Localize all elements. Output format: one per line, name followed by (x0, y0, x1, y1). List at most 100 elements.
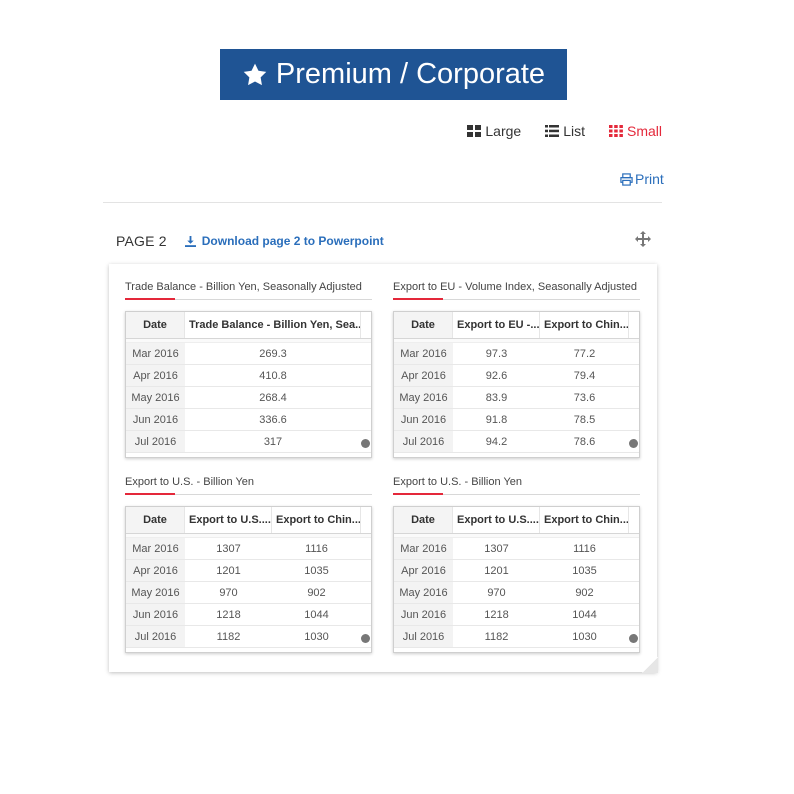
table-cell: 902 (575, 586, 594, 599)
print-button[interactable]: Print (620, 171, 664, 187)
view-list-button[interactable]: List (545, 123, 585, 139)
divider (103, 202, 662, 203)
scroll-handle[interactable] (361, 634, 370, 643)
table-cell: 73.6 (573, 391, 596, 404)
download-powerpoint-link[interactable]: Download page 2 to Powerpoint (184, 234, 384, 248)
table-row: Mar 2016 1307 1116 (126, 538, 371, 560)
table-row: Jun 2016 1218 1044 (126, 604, 371, 626)
table-cell: 1201 (484, 564, 509, 577)
column-header[interactable]: Export to Chin... (272, 507, 361, 533)
scroll-handle[interactable] (361, 439, 370, 448)
view-large-button[interactable]: Large (467, 123, 521, 139)
table-cell-date: May 2016 (394, 387, 453, 408)
view-small-button[interactable]: Small (608, 123, 662, 139)
widget-trade-balance: Trade Balance - Billion Yen, Seasonally … (125, 281, 372, 458)
table-header: Date Export to U.S.... Export to Chin... (394, 507, 639, 534)
table-header: Date Trade Balance - Billion Yen, Sea... (126, 312, 371, 339)
column-header[interactable]: Trade Balance - Billion Yen, Sea... (185, 312, 361, 338)
table-cell-date: Mar 2016 (126, 343, 185, 364)
premium-corporate-banner[interactable]: Premium / Corporate (220, 49, 567, 100)
table-cell: 1116 (573, 542, 596, 555)
widget-export-eu: Export to EU - Volume Index, Seasonally … (393, 281, 640, 458)
column-header[interactable]: Export to U.S.... (185, 507, 272, 533)
table-cell: 91.8 (485, 413, 508, 426)
star-icon (243, 63, 267, 85)
table-cell: 92.6 (485, 369, 508, 382)
table-cell-date: Jun 2016 (126, 409, 185, 430)
column-header-date[interactable]: Date (394, 312, 453, 338)
table-cell-date: May 2016 (394, 582, 453, 603)
table-cell-date: Jun 2016 (126, 604, 185, 625)
table-cell: 1307 (484, 542, 509, 555)
column-header-date[interactable]: Date (126, 507, 185, 533)
scroll-handle[interactable] (629, 634, 638, 643)
table-cell: 410.8 (259, 369, 287, 382)
page-header: PAGE 2 Download page 2 to Powerpoint (116, 231, 651, 251)
table-row: Jun 2016 1218 1044 (394, 604, 639, 626)
table-cell: 78.5 (573, 413, 596, 426)
table-row: Jun 2016 91.8 78.5 (394, 409, 639, 431)
widget-title: Export to U.S. - Billion Yen (125, 476, 372, 495)
table-cell: 1307 (216, 542, 241, 555)
table-cell: 1044 (572, 608, 597, 621)
download-icon (184, 235, 196, 247)
table-cell: 1035 (572, 564, 597, 577)
print-label: Print (635, 171, 664, 187)
table-row: Jul 2016 94.2 78.6 (394, 431, 639, 453)
widget-title: Trade Balance - Billion Yen, Seasonally … (125, 281, 372, 300)
table-cell: 317 (263, 435, 283, 448)
table-cell: 1030 (304, 630, 329, 643)
table-row: Apr 2016 410.8 (126, 365, 371, 387)
table-header: Date Export to EU -... Export to Chin... (394, 312, 639, 339)
table-cell: 1182 (216, 630, 241, 643)
table-cell: 1182 (484, 630, 509, 643)
page-label: PAGE 2 (116, 233, 167, 249)
table-cell-date: Jul 2016 (394, 626, 453, 647)
table-cell: 1201 (216, 564, 241, 577)
table-spacer (126, 339, 371, 343)
table-cell-date: Apr 2016 (126, 365, 185, 386)
page-curl (642, 657, 658, 673)
table-cell: 1218 (216, 608, 241, 621)
table-cell-date: Jul 2016 (126, 626, 185, 647)
table-spacer (126, 534, 371, 538)
list-icon (545, 125, 560, 137)
table-cell: 268.4 (259, 391, 287, 404)
move-icon[interactable] (635, 231, 651, 247)
column-header[interactable]: Export to U.S.... (453, 507, 540, 533)
table-cell-date: Apr 2016 (394, 560, 453, 581)
widget-title: Export to EU - Volume Index, Seasonally … (393, 281, 640, 300)
table-header: Date Export to U.S.... Export to Chin... (126, 507, 371, 534)
table-row: Jul 2016 1182 1030 (394, 626, 639, 648)
table-cell: 79.4 (573, 369, 596, 382)
table-cell: 902 (307, 586, 326, 599)
page-sheet: Trade Balance - Billion Yen, Seasonally … (109, 264, 658, 673)
table-row: May 2016 83.9 73.6 (394, 387, 639, 409)
download-label: Download page 2 to Powerpoint (201, 234, 384, 248)
table-cell-date: Apr 2016 (394, 365, 453, 386)
table-row: Apr 2016 92.6 79.4 (394, 365, 639, 387)
table-row: Apr 2016 1201 1035 (394, 560, 639, 582)
table-row: Jul 2016 317 (126, 431, 371, 453)
table-cell: 970 (219, 586, 238, 599)
widget-export-us: Export to U.S. - Billion Yen Date Export… (125, 476, 372, 653)
column-header-date[interactable]: Date (126, 312, 185, 338)
table-cell: 1035 (304, 564, 329, 577)
data-table: Date Export to EU -... Export to Chin...… (393, 311, 640, 458)
column-header[interactable]: Export to EU -... (453, 312, 540, 338)
table-spacer (394, 534, 639, 538)
table-cell-date: May 2016 (126, 582, 185, 603)
scroll-handle[interactable] (629, 439, 638, 448)
table-row: Mar 2016 97.3 77.2 (394, 343, 639, 365)
view-list-label: List (563, 123, 585, 139)
table-cell: 970 (487, 586, 506, 599)
data-table: Date Trade Balance - Billion Yen, Sea...… (125, 311, 372, 458)
table-spacer (394, 339, 639, 343)
column-header-date[interactable]: Date (394, 507, 453, 533)
column-header[interactable]: Export to Chin... (540, 507, 629, 533)
column-header[interactable]: Export to Chin... (540, 312, 629, 338)
table-row: Jun 2016 336.6 (126, 409, 371, 431)
table-row: Mar 2016 1307 1116 (394, 538, 639, 560)
view-small-label: Small (626, 123, 662, 139)
table-row: Mar 2016 269.3 (126, 343, 371, 365)
